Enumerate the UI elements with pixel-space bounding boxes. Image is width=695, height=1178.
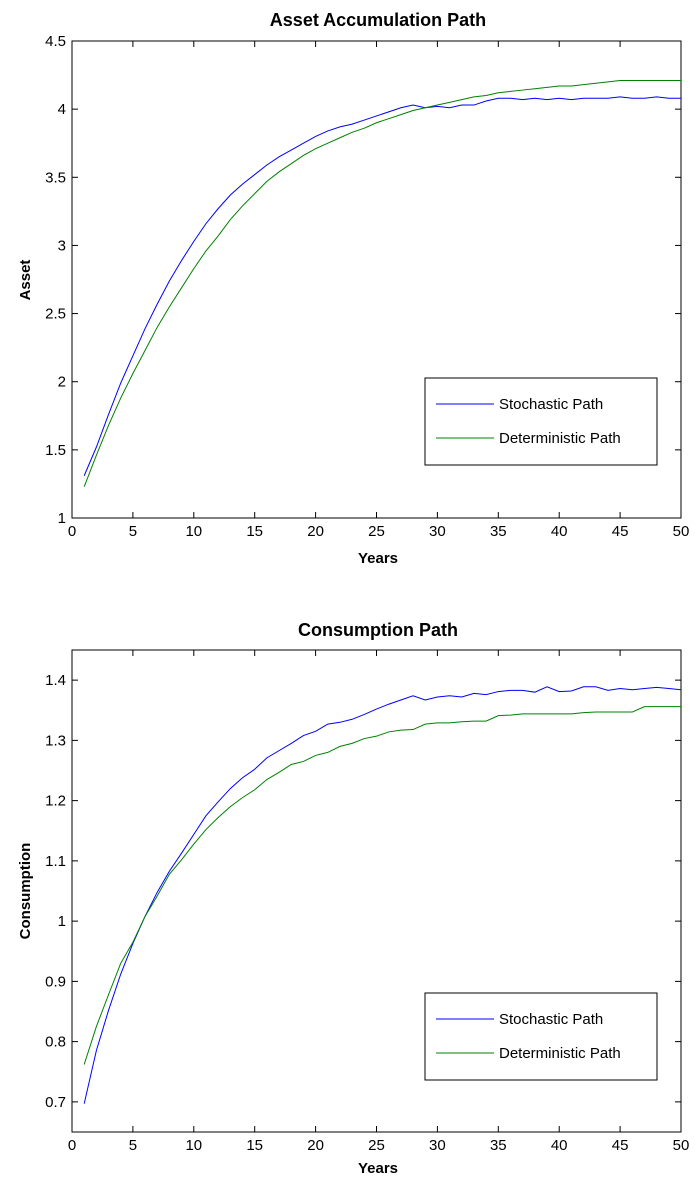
legend: Stochastic Path Deterministic Path <box>424 992 658 1081</box>
consumption-chart-panel: Consumption Path 0 5 10 15 20 25 30 35 40 45 50 0.7… <box>17 620 689 1177</box>
y-axis-label: Asset <box>17 260 34 301</box>
x-tick-label: 10 <box>185 523 202 540</box>
legend-box <box>424 377 658 466</box>
y-tick-label: 1.2 <box>45 793 66 810</box>
x-tick-label: 35 <box>490 1137 507 1154</box>
y-tick-label: 4.5 <box>45 33 66 50</box>
x-tick-label: 45 <box>612 523 629 540</box>
y-tick-label: 2 <box>58 374 66 391</box>
y-tick-label: 0.9 <box>45 973 66 990</box>
y-tick-label: 3.5 <box>45 169 66 186</box>
y-tick-label: 1.1 <box>45 853 66 870</box>
y-axis-label: Consumption <box>17 843 34 940</box>
x-tick-label: 20 <box>307 1137 324 1154</box>
x-tick-label: 0 <box>68 1137 76 1154</box>
legend-box <box>424 992 658 1081</box>
x-tick-label: 25 <box>368 1137 385 1154</box>
legend-label-stochastic: Stochastic Path <box>499 396 603 413</box>
deterministic-path-line <box>83 706 681 1065</box>
x-tick-label: 50 <box>673 523 690 540</box>
legend-label-deterministic: Deterministic Path <box>499 430 621 447</box>
deterministic-path-line <box>83 80 681 487</box>
y-tick-label: 1.5 <box>45 442 66 459</box>
tick-group: 0 5 10 15 20 25 30 35 40 45 50 1 1.5 2 2.5 3 3.5 4 4.5 <box>45 33 689 540</box>
x-axis-label: Years <box>358 1160 398 1177</box>
x-tick-label: 50 <box>673 1137 690 1154</box>
legend: Stochastic Path Deterministic Path <box>424 377 658 466</box>
y-tick-label: 1.4 <box>45 672 66 689</box>
x-tick-label: 20 <box>307 523 324 540</box>
y-tick-label: 3 <box>58 237 66 254</box>
x-tick-label: 15 <box>246 1137 263 1154</box>
x-tick-label: 40 <box>551 1137 568 1154</box>
x-tick-label: 0 <box>68 523 76 540</box>
x-tick-label: 25 <box>368 523 385 540</box>
chart-title: Consumption Path <box>298 620 458 640</box>
x-tick-label: 45 <box>612 1137 629 1154</box>
y-tick-label: 1 <box>58 913 66 930</box>
x-axis-label: Years <box>358 550 398 567</box>
x-tick-label: 5 <box>129 1137 137 1154</box>
y-tick-label: 0.7 <box>45 1094 66 1111</box>
x-tick-label: 30 <box>429 1137 446 1154</box>
tick-group: 0 5 10 15 20 25 30 35 40 45 50 0.7 0.8 0.9 1 1.1 1.2 1.3 1… <box>45 650 689 1154</box>
x-tick-label: 5 <box>129 523 137 540</box>
y-tick-label: 0.8 <box>45 1034 66 1051</box>
series-group <box>83 80 681 487</box>
series-group <box>83 686 682 1104</box>
x-tick-label: 10 <box>185 1137 202 1154</box>
y-tick-label: 1 <box>58 510 66 527</box>
legend-label-deterministic: Deterministic Path <box>499 1045 621 1062</box>
x-tick-label: 40 <box>551 523 568 540</box>
y-tick-label: 1.3 <box>45 732 66 749</box>
asset-chart-panel: Asset Accumulation Path 0 5 10 15 20 25 30 35 40… <box>17 10 689 567</box>
x-tick-label: 30 <box>429 523 446 540</box>
y-tick-label: 4 <box>58 101 66 118</box>
y-tick-label: 2.5 <box>45 306 66 323</box>
legend-label-stochastic: Stochastic Path <box>499 1011 603 1028</box>
stochastic-path-line <box>83 686 682 1104</box>
x-tick-label: 35 <box>490 523 507 540</box>
chart-title: Asset Accumulation Path <box>270 10 486 30</box>
x-tick-label: 15 <box>246 523 263 540</box>
stochastic-path-line <box>83 96 681 476</box>
